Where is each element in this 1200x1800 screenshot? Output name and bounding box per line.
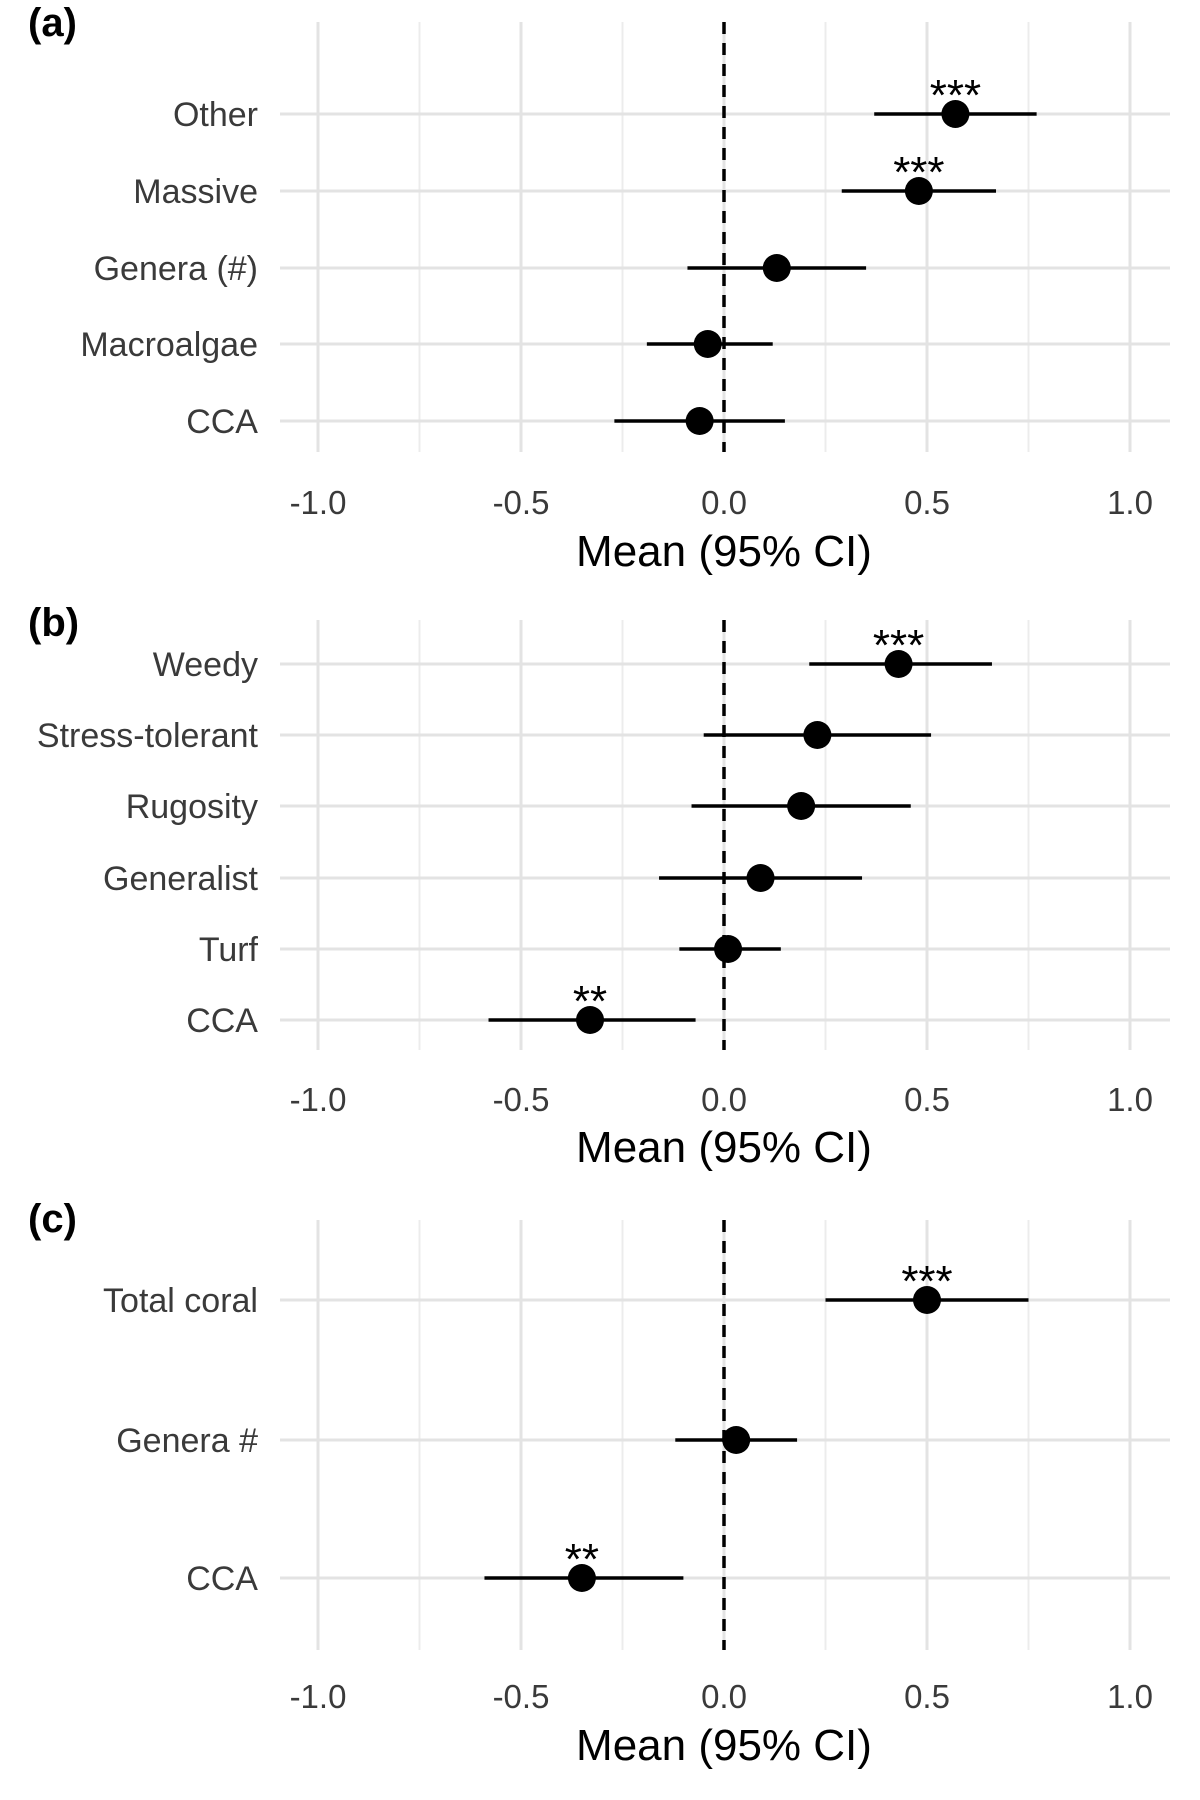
x-tick-label: 0.0 (701, 1678, 747, 1715)
x-axis-title: Mean (95% CI) (576, 1721, 872, 1770)
x-tick-label: -1.0 (290, 1678, 347, 1715)
x-tick-label: -0.5 (493, 1081, 550, 1118)
category-label: Other (173, 96, 258, 134)
x-tick-label: -0.5 (493, 1678, 550, 1715)
panel-label: (a) (28, 1, 77, 45)
category-label: Turf (199, 931, 259, 969)
significance-label: *** (901, 1257, 952, 1306)
x-axis-title: Mean (95% CI) (576, 1123, 872, 1172)
category-label: CCA (186, 1560, 258, 1598)
x-tick-label: 0.5 (904, 1081, 950, 1118)
x-tick-label: -1.0 (290, 484, 347, 521)
panel-label: (c) (28, 1197, 77, 1241)
mean-point (884, 650, 913, 678)
mean-point (714, 935, 743, 963)
category-label: Macroalgae (80, 326, 258, 364)
category-label: Genera (#) (94, 250, 258, 288)
significance-label: *** (930, 71, 981, 120)
x-tick-label: 0.5 (904, 484, 950, 521)
category-label: Stress-tolerant (37, 717, 259, 755)
mean-point (762, 254, 791, 282)
category-label: Genera # (116, 1422, 258, 1460)
mean-point (567, 1564, 596, 1592)
category-label: Total coral (103, 1282, 258, 1320)
x-tick-label: 0.5 (904, 1678, 950, 1715)
mean-point (722, 1426, 751, 1454)
x-tick-label: 1.0 (1107, 1678, 1153, 1715)
significance-label: *** (893, 148, 944, 197)
significance-label: ** (573, 977, 607, 1026)
x-tick-label: -1.0 (290, 1081, 347, 1118)
panel-1: (a) Other Massive Genera (#) Macroalgae CCA **… (28, 1, 1170, 576)
mean-point (746, 864, 775, 892)
mean-point (913, 1286, 941, 1314)
x-axis-title: Mean (95% CI) (576, 527, 872, 576)
category-label: CCA (186, 1002, 258, 1040)
x-tick-label: -0.5 (493, 484, 550, 521)
category-label: Massive (133, 173, 258, 211)
mean-point (904, 177, 933, 205)
category-label: Generalist (103, 860, 259, 898)
panel-2: (b) Weedy Stress-tolerant Rugosity Generalis… (28, 601, 1170, 1172)
panel-label: (b) (28, 601, 79, 645)
x-tick-label: 1.0 (1107, 1081, 1153, 1118)
category-label: Rugosity (126, 788, 258, 826)
mean-point (693, 330, 722, 358)
significance-label: ** (565, 1535, 599, 1584)
mean-point (787, 792, 816, 820)
x-tick-label: 1.0 (1107, 484, 1153, 521)
mean-point (803, 721, 832, 749)
mean-point (685, 407, 714, 435)
x-tick-label: 0.0 (701, 1081, 747, 1118)
mean-point (576, 1006, 605, 1034)
mean-point (941, 100, 970, 128)
category-label: Weedy (153, 646, 258, 684)
x-tick-label: 0.0 (701, 484, 747, 521)
significance-label: *** (873, 621, 924, 670)
category-label: CCA (186, 403, 258, 441)
